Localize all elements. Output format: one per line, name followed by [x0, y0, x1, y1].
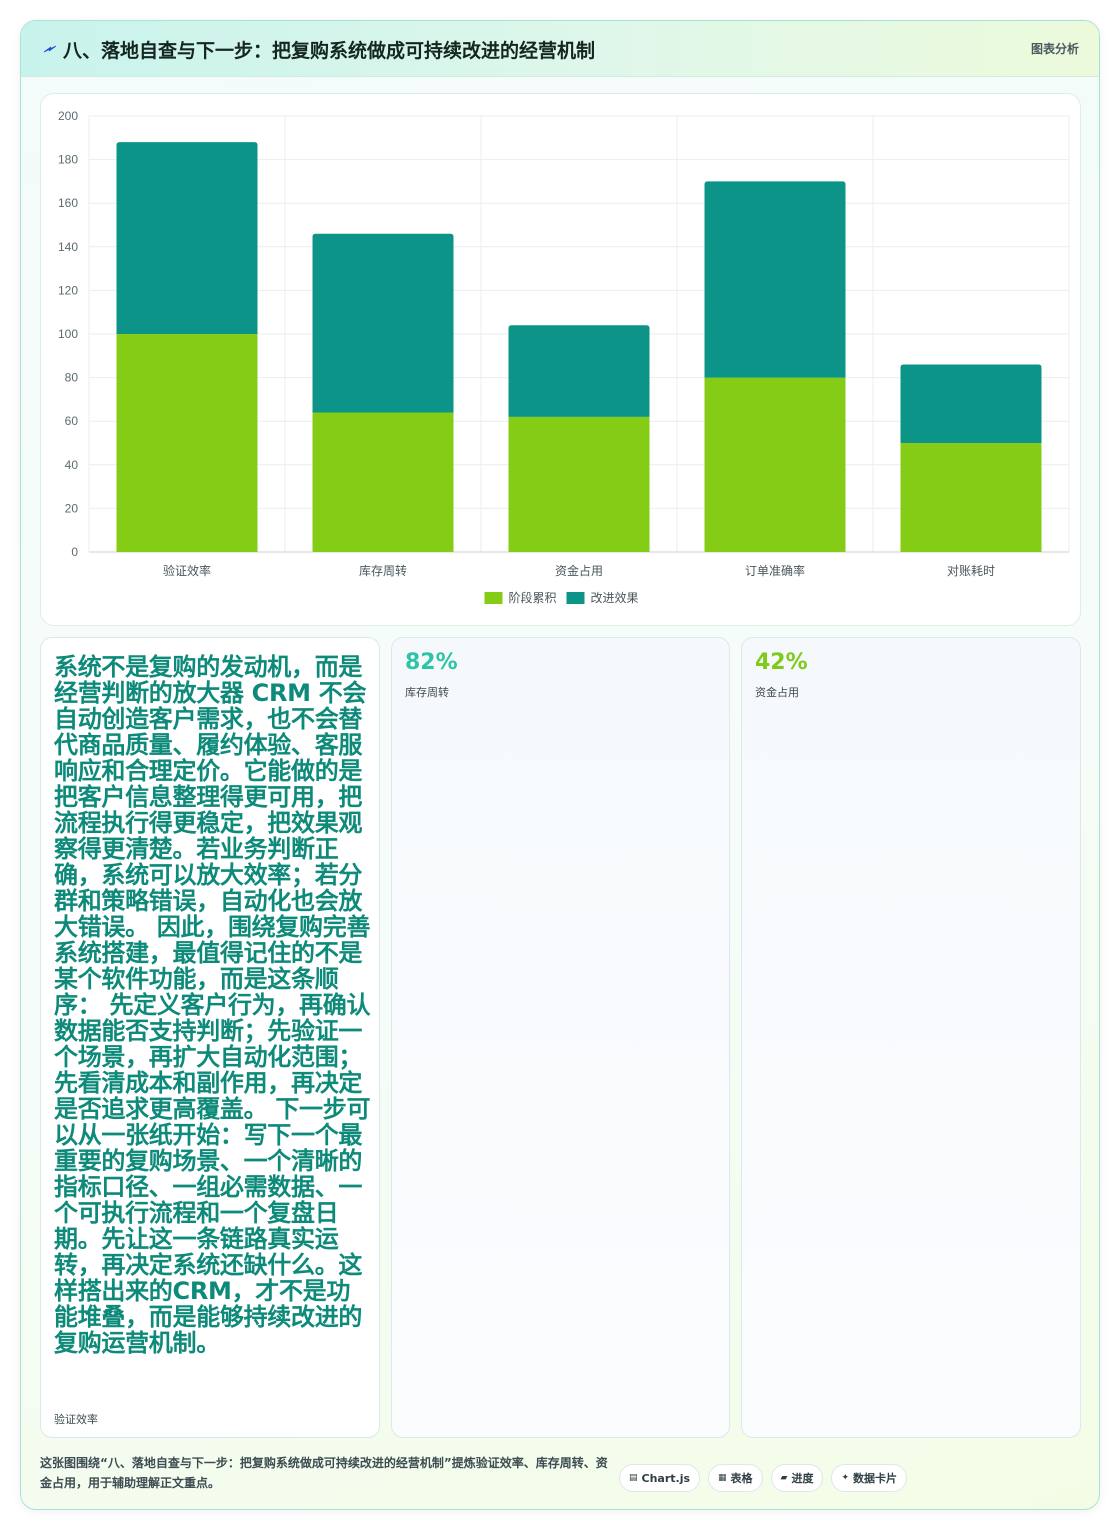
- y-tick-label: 200: [58, 109, 78, 123]
- x-tick-label: 对账耗时: [947, 564, 995, 578]
- legend-label: 改进效果: [591, 590, 639, 605]
- legend-label: 阶段累积: [509, 590, 557, 605]
- bar-segment: [312, 412, 454, 552]
- chart-analysis-tag: 图表分析: [1030, 42, 1079, 56]
- pill-label: 表格: [730, 1472, 753, 1485]
- y-tick-label: 140: [58, 240, 78, 254]
- pill-data-card[interactable]: ✦ 数据卡片: [831, 1464, 908, 1492]
- y-tick-label: 60: [65, 414, 79, 428]
- y-tick-label: 20: [65, 501, 79, 515]
- stat-card-inventory: 82% 库存周转: [391, 637, 730, 1438]
- feature-pills: ▤ Chart.js ▦ 表格 ▰ 进度 ✦ 数据卡片: [619, 1464, 908, 1492]
- y-tick-label: 40: [65, 458, 79, 472]
- bar-segment: [116, 334, 258, 552]
- stat-card-capital: 42% 资金占用: [741, 637, 1081, 1438]
- table-icon: ▦: [718, 1473, 727, 1483]
- section-header: 八、落地自查与下一步：把复购系统做成可持续改进的经营机制 图表分析: [21, 21, 1099, 77]
- x-tick-label: 验证效率: [163, 563, 211, 578]
- summary-card-label: 验证效率: [54, 1413, 98, 1426]
- y-tick-label: 180: [58, 153, 78, 167]
- y-tick-label: 80: [65, 371, 79, 385]
- page-title: 八、落地自查与下一步：把复购系统做成可持续改进的经营机制: [63, 40, 596, 62]
- pill-label: 数据卡片: [853, 1472, 898, 1485]
- bar-segment: [116, 142, 258, 334]
- summary-text: 系统不是复购的发动机，而是经营判断的放大器 CRM 不会自动创造客户需求，也不会…: [54, 653, 371, 1357]
- stat-label: 库存周转: [405, 686, 449, 699]
- chart-icon: ▤: [629, 1473, 638, 1483]
- chart-card: 0 20 40 60 80 100 120 140 160 180 200 验证效率 库存周转 资金占用 订…: [40, 93, 1081, 626]
- stat-label: 资金占用: [755, 686, 799, 699]
- progress-icon: ▰: [780, 1473, 788, 1483]
- pill-label: 进度: [791, 1472, 814, 1485]
- y-tick-label: 0: [71, 545, 78, 559]
- x-tick-label: 订单准确率: [745, 563, 805, 578]
- bolt-icon: [43, 45, 57, 53]
- y-tick-label: 120: [58, 283, 78, 297]
- x-tick-label: 资金占用: [555, 563, 603, 578]
- pill-chartjs[interactable]: ▤ Chart.js: [619, 1464, 701, 1492]
- summary-text-card: 系统不是复购的发动机，而是经营判断的放大器 CRM 不会自动创造客户需求，也不会…: [40, 637, 380, 1438]
- pill-table[interactable]: ▦ 表格: [708, 1464, 763, 1492]
- bar-segment: [900, 364, 1042, 443]
- chart-caption: 这张图围绕“八、落地自查与下一步：把复购系统做成可持续改进的经营机制”提炼验证效…: [40, 1456, 608, 1490]
- pill-progress[interactable]: ▰ 进度: [770, 1464, 824, 1492]
- stacked-bar-chart: 0 20 40 60 80 100 120 140 160 180 200 验证效率 库存周转 资金占用 订…: [58, 109, 1070, 605]
- bar-segment: [508, 416, 650, 552]
- y-tick-label: 160: [58, 196, 78, 210]
- legend-swatch: [484, 592, 503, 604]
- y-tick-label: 100: [58, 327, 78, 341]
- report-frame: 八、落地自查与下一步：把复购系统做成可持续改进的经营机制 图表分析 0 20 40 6…: [20, 20, 1100, 1510]
- stat-value: 82%: [405, 650, 458, 675]
- bar-segment: [312, 233, 454, 413]
- stat-value: 42%: [755, 650, 808, 675]
- sparkle-icon: ✦: [841, 1473, 850, 1483]
- legend-swatch: [566, 592, 585, 604]
- bar-segment: [508, 325, 650, 417]
- pill-label: Chart.js: [641, 1471, 691, 1485]
- bar-segment: [900, 443, 1042, 552]
- bar-segment: [704, 377, 846, 552]
- bar-segment: [704, 181, 846, 378]
- x-tick-label: 库存周转: [359, 563, 407, 578]
